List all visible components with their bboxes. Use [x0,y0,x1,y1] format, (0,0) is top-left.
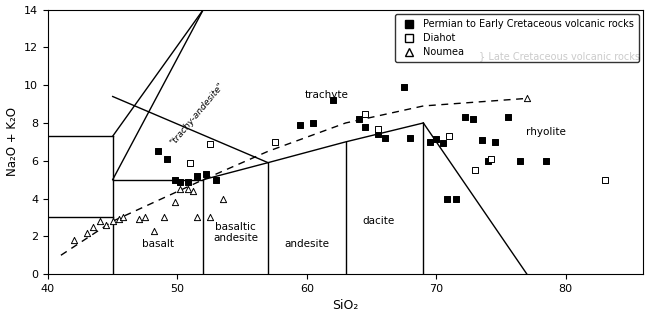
Point [483,158,493,163]
Point [541,158,552,163]
Point [118,215,129,220]
Point [134,217,144,222]
Text: dacite: dacite [362,216,394,226]
Point [162,156,172,162]
Point [489,139,500,144]
Point [459,115,470,120]
Point [373,132,384,137]
Point [149,228,159,233]
Point [201,171,211,176]
Point [470,168,480,173]
Point [101,223,112,228]
Point [476,137,487,142]
Point [444,134,454,139]
Point [217,196,228,201]
Point [191,173,202,178]
Point [82,230,92,235]
Point [485,156,496,162]
Text: trachyte: trachyte [304,90,349,100]
Point [405,135,415,141]
Point [108,219,118,224]
Point [182,187,193,192]
Point [373,126,384,131]
Text: } Late Cretaceous volcanic rocks: } Late Cretaceous volcanic rocks [480,51,641,61]
Text: andesite: andesite [284,239,329,249]
Point [269,139,280,144]
Point [328,98,338,103]
Point [185,160,195,165]
Point [308,121,319,126]
Point [204,215,215,220]
Text: "trachy-andesite": "trachy-andesite" [168,80,226,147]
Point [515,158,526,163]
Point [175,187,185,192]
Point [354,117,364,122]
Point [204,141,215,146]
Point [188,189,198,194]
Point [360,124,371,129]
Point [191,215,202,220]
Point [398,85,409,90]
Text: basalt: basalt [142,239,174,249]
Point [600,177,610,182]
Point [360,111,371,116]
X-axis label: SiO₂: SiO₂ [332,300,359,313]
Point [88,225,99,230]
Point [169,177,180,182]
Point [431,136,441,142]
Point [182,180,193,185]
Point [380,135,390,141]
Point [441,196,452,201]
Point [450,196,461,201]
Point [169,200,180,205]
Point [522,96,532,101]
Point [69,238,79,243]
Point [159,215,169,220]
Legend: Permian to Early Cretaceous volcanic rocks, Diahot, Noumea: Permian to Early Cretaceous volcanic roc… [395,14,639,62]
Y-axis label: Na₂O + K₂O: Na₂O + K₂O [6,107,19,176]
Point [295,122,306,128]
Point [437,140,448,145]
Point [467,117,478,122]
Text: rhyolite: rhyolite [526,128,567,137]
Point [140,215,150,220]
Text: basaltic
andesite: basaltic andesite [213,222,258,243]
Point [175,180,185,185]
Point [424,139,435,144]
Point [211,177,221,182]
Point [502,115,513,120]
Point [114,217,125,222]
Point [95,219,105,224]
Point [153,149,163,154]
